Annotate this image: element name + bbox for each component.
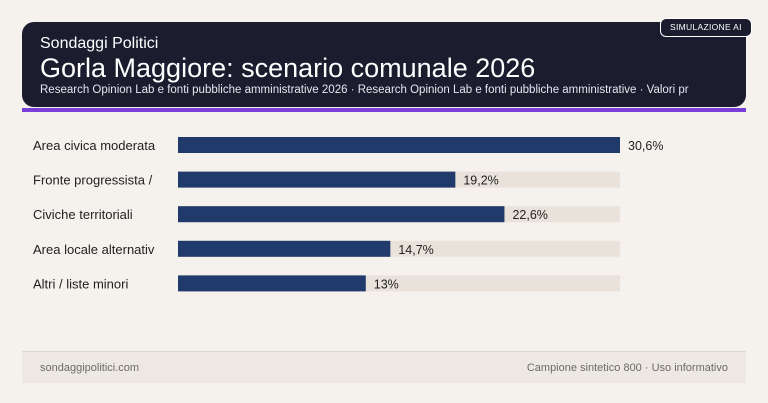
value-label: 19,2% — [463, 174, 498, 188]
footer-note: Campione sintetico 800 · Uso informativo — [526, 362, 728, 374]
category-label: Area civica moderata — [33, 138, 156, 153]
category-label: Altri / liste minori — [33, 276, 128, 291]
simulation-badge: SIMULAZIONE AI — [660, 18, 752, 37]
bar — [178, 275, 366, 292]
bar — [178, 137, 620, 153]
value-label: 13% — [374, 277, 399, 291]
bar-chart: Area civica moderata 30,6% Fronte progress… — [33, 137, 663, 292]
bar — [178, 206, 505, 223]
page-title: Gorla Maggiore: scenario comunale 2026 — [40, 53, 536, 83]
bar — [178, 171, 456, 188]
subtitle: Research Opinion Lab e fonti pubbliche a… — [40, 84, 689, 96]
category-label: Area locale alternativ — [33, 242, 155, 257]
value-label: 22,6% — [512, 208, 547, 222]
category-label: Fronte progressista / — [33, 173, 153, 188]
bar — [178, 240, 391, 257]
header-panel: Sondaggi Politici Gorla Maggiore: scenar… — [22, 22, 746, 107]
footer-site: sondaggipolitici.com — [40, 362, 140, 374]
value-label: 30,6% — [628, 139, 663, 153]
accent-line — [22, 108, 746, 112]
value-label: 14,7% — [398, 243, 433, 257]
footer: sondaggipolitici.com Campione sintetico … — [22, 351, 746, 383]
kicker: Sondaggi Politici — [40, 35, 159, 52]
category-label: Civiche territoriali — [33, 207, 133, 222]
